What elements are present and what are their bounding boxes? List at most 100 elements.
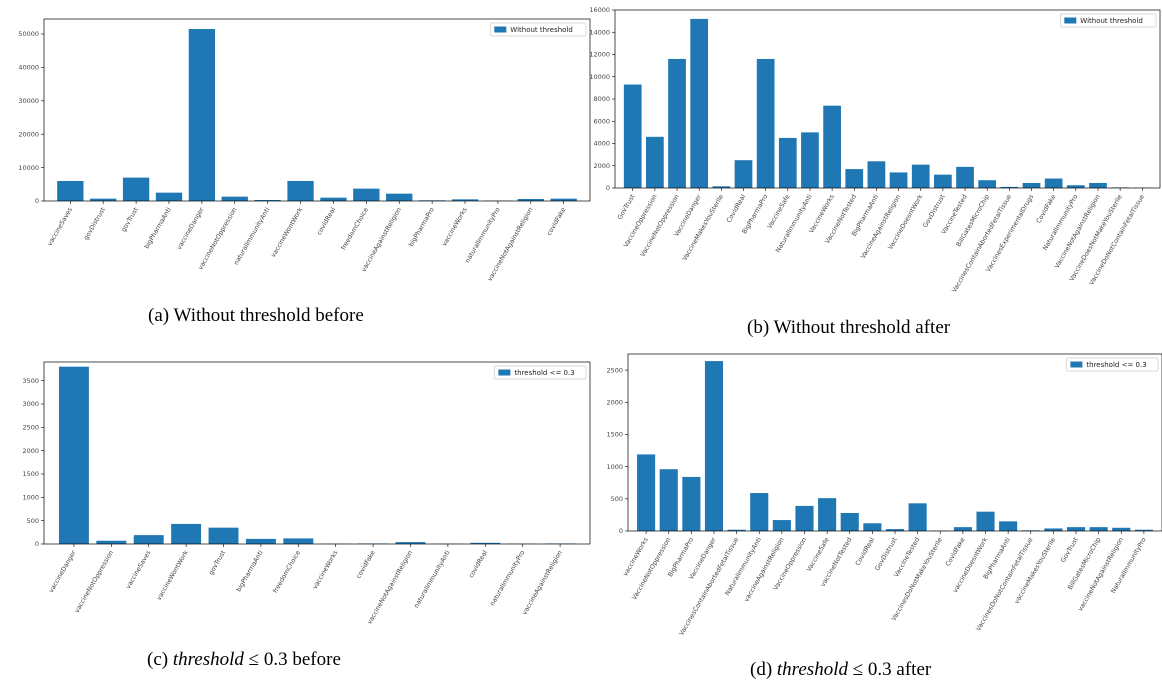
bar-d-0 [637, 454, 656, 531]
legend-swatch-b [1064, 17, 1077, 24]
chart-panel-a: 0 10000 20000 30000 40000 50000 vaccineSaves go… [10, 0, 591, 300]
xtick-label-c-9: vaccineNotAgainstReligion [366, 550, 414, 626]
bar-d-18 [1044, 528, 1063, 531]
ytick-label-d-0: 0 [619, 527, 623, 535]
bar-c-5 [245, 538, 276, 544]
xtick-label-a-5: vaccineNotOppression [197, 207, 238, 272]
ytick-label-d-4: 2000 [606, 398, 623, 406]
bar-b-7 [778, 137, 797, 188]
xtick-label-d-11: GovDistrust [874, 536, 899, 572]
xtick-label-a-7: vaccineWontWork [270, 206, 304, 259]
caption-d-op: ≤ 0.3 [852, 659, 892, 680]
bar-b-13 [911, 164, 930, 188]
legend-c: threshold <= 0.3 [494, 365, 587, 380]
bar-b-19 [1044, 178, 1063, 188]
bar-b-20 [1066, 185, 1085, 188]
ytick-label-b-1: 2000 [593, 162, 610, 170]
bar-a-0 [57, 180, 84, 201]
caption-d-math: threshold [776, 659, 848, 680]
bar-b-4 [712, 186, 731, 188]
ytick-label-b-6: 12000 [589, 51, 610, 59]
caption-c-text: before [292, 649, 341, 670]
xtick-label-c-7: vaccineWorks [312, 550, 340, 591]
caption-c-op: ≤ 0.3 [248, 649, 288, 670]
bar-a-10 [386, 193, 413, 201]
xtick-label-a-11: bigPharmaPro [408, 206, 436, 248]
legend-b: Without threshold [1059, 13, 1157, 28]
xtick-label-d-6: vaccineAgainstReligion [743, 537, 785, 604]
xtick-label-a-15: covidFake [546, 206, 568, 236]
xtick-label-c-0: vaccineDanger [48, 549, 78, 594]
ytick-label-c-6: 3000 [22, 400, 39, 408]
xtick-label-a-10: vaccineAgainstReligion [360, 207, 402, 274]
bar-a-14 [517, 199, 544, 201]
bar-a-2 [122, 177, 150, 201]
bar-c-3 [171, 523, 202, 544]
bar-a-3 [155, 192, 183, 201]
legend-swatch-a [494, 26, 507, 33]
bar-c-6 [283, 538, 314, 544]
bar-b-12 [889, 172, 908, 188]
bar-a-4 [188, 29, 216, 201]
ytick-label-b-8: 16000 [589, 6, 610, 14]
ytick-label-d-2: 1000 [606, 463, 623, 471]
bar-d-6 [772, 520, 791, 531]
xtick-label-d-14: CovidFake [945, 536, 967, 567]
xtick-label-c-8: covidFake [355, 549, 377, 579]
caption-d: (d) threshold ≤ 0.3 after [750, 659, 931, 681]
bar-d-3 [704, 361, 724, 531]
xtick-label-b-2: VaccineNotOppression [639, 194, 680, 259]
xtick-label-a-4: vaccineDanger [176, 206, 206, 251]
bar-d-15 [976, 511, 995, 531]
caption-c: (c) threshold ≤ 0.3 before [147, 649, 341, 671]
bar-a-1 [90, 198, 117, 201]
bar-b-11 [867, 161, 886, 188]
xtick-label-d-8: VaccineSafe [806, 536, 831, 573]
ytick-label-a-4: 40000 [18, 64, 39, 72]
xtick-label-c-2: vaccineSaves [125, 550, 152, 591]
xtick-label-a-12: vaccineWorks [441, 207, 469, 248]
chart-b-svg: 0 2000 4000 6000 8000 10000 12000 14000 16000 Gov… [589, 6, 1161, 294]
xtick-label-b-0: GovTrust [617, 193, 637, 221]
bar-b-14 [934, 174, 952, 188]
bar-d-7 [795, 505, 814, 531]
bar-b-1 [646, 136, 664, 188]
bar-c-2 [133, 535, 164, 544]
xtick-label-d-10: CovidReal [854, 536, 876, 567]
xtick-label-a-8: covidReal [316, 206, 337, 236]
xtick-label-d-18: vaccineMakesYouSterile [1013, 536, 1057, 605]
bar-d-9 [840, 512, 859, 531]
bar-b-21 [1089, 182, 1107, 188]
xtick-label-b-21: VaccineNotAgainstReligion [1054, 194, 1102, 270]
xtick-label-c-1: vaccineNotOppression [74, 550, 115, 615]
bar-b-8 [801, 132, 819, 189]
ytick-label-a-5: 50000 [18, 30, 39, 38]
legend-d: threshold <= 0.3 [1066, 357, 1159, 372]
legend-box-c [494, 365, 587, 380]
bar-d-1 [659, 469, 678, 531]
ytick-label-c-2: 1000 [22, 494, 39, 502]
ytick-label-d-1: 500 [611, 495, 623, 503]
bar-d-12 [908, 503, 927, 531]
bar-b-16 [978, 180, 997, 188]
xtick-label-b-19: CovidFake [1035, 193, 1057, 224]
caption-b-label: (b) [747, 317, 770, 338]
ytick-label-b-2: 4000 [593, 140, 610, 148]
xtick-label-c-5: bigPharmaAnti [235, 549, 264, 593]
bar-b-17 [1000, 186, 1019, 188]
xtick-label-a-9: freedomChoice [340, 206, 370, 251]
bar-b-5 [734, 160, 753, 188]
xtick-label-c-10: naturalImmunityAnti [413, 549, 452, 609]
xtick-label-c-11: covidReal [468, 549, 489, 579]
legend-box-d [1066, 357, 1159, 372]
ytick-label-d-5: 2500 [606, 366, 623, 374]
ytick-label-c-3: 1500 [22, 470, 39, 478]
xtick-label-a-0: vaccineSaves [47, 207, 74, 248]
bar-b-3 [690, 18, 709, 189]
bar-d-5 [750, 493, 769, 531]
axes-frame-a [43, 18, 591, 202]
chart-a-svg: 0 10000 20000 30000 40000 50000 vaccineSaves go… [18, 18, 591, 283]
xtick-label-c-13: vaccineAgainstReligion [521, 550, 563, 617]
bar-d-14 [953, 527, 972, 531]
bar-c-1 [96, 540, 127, 544]
